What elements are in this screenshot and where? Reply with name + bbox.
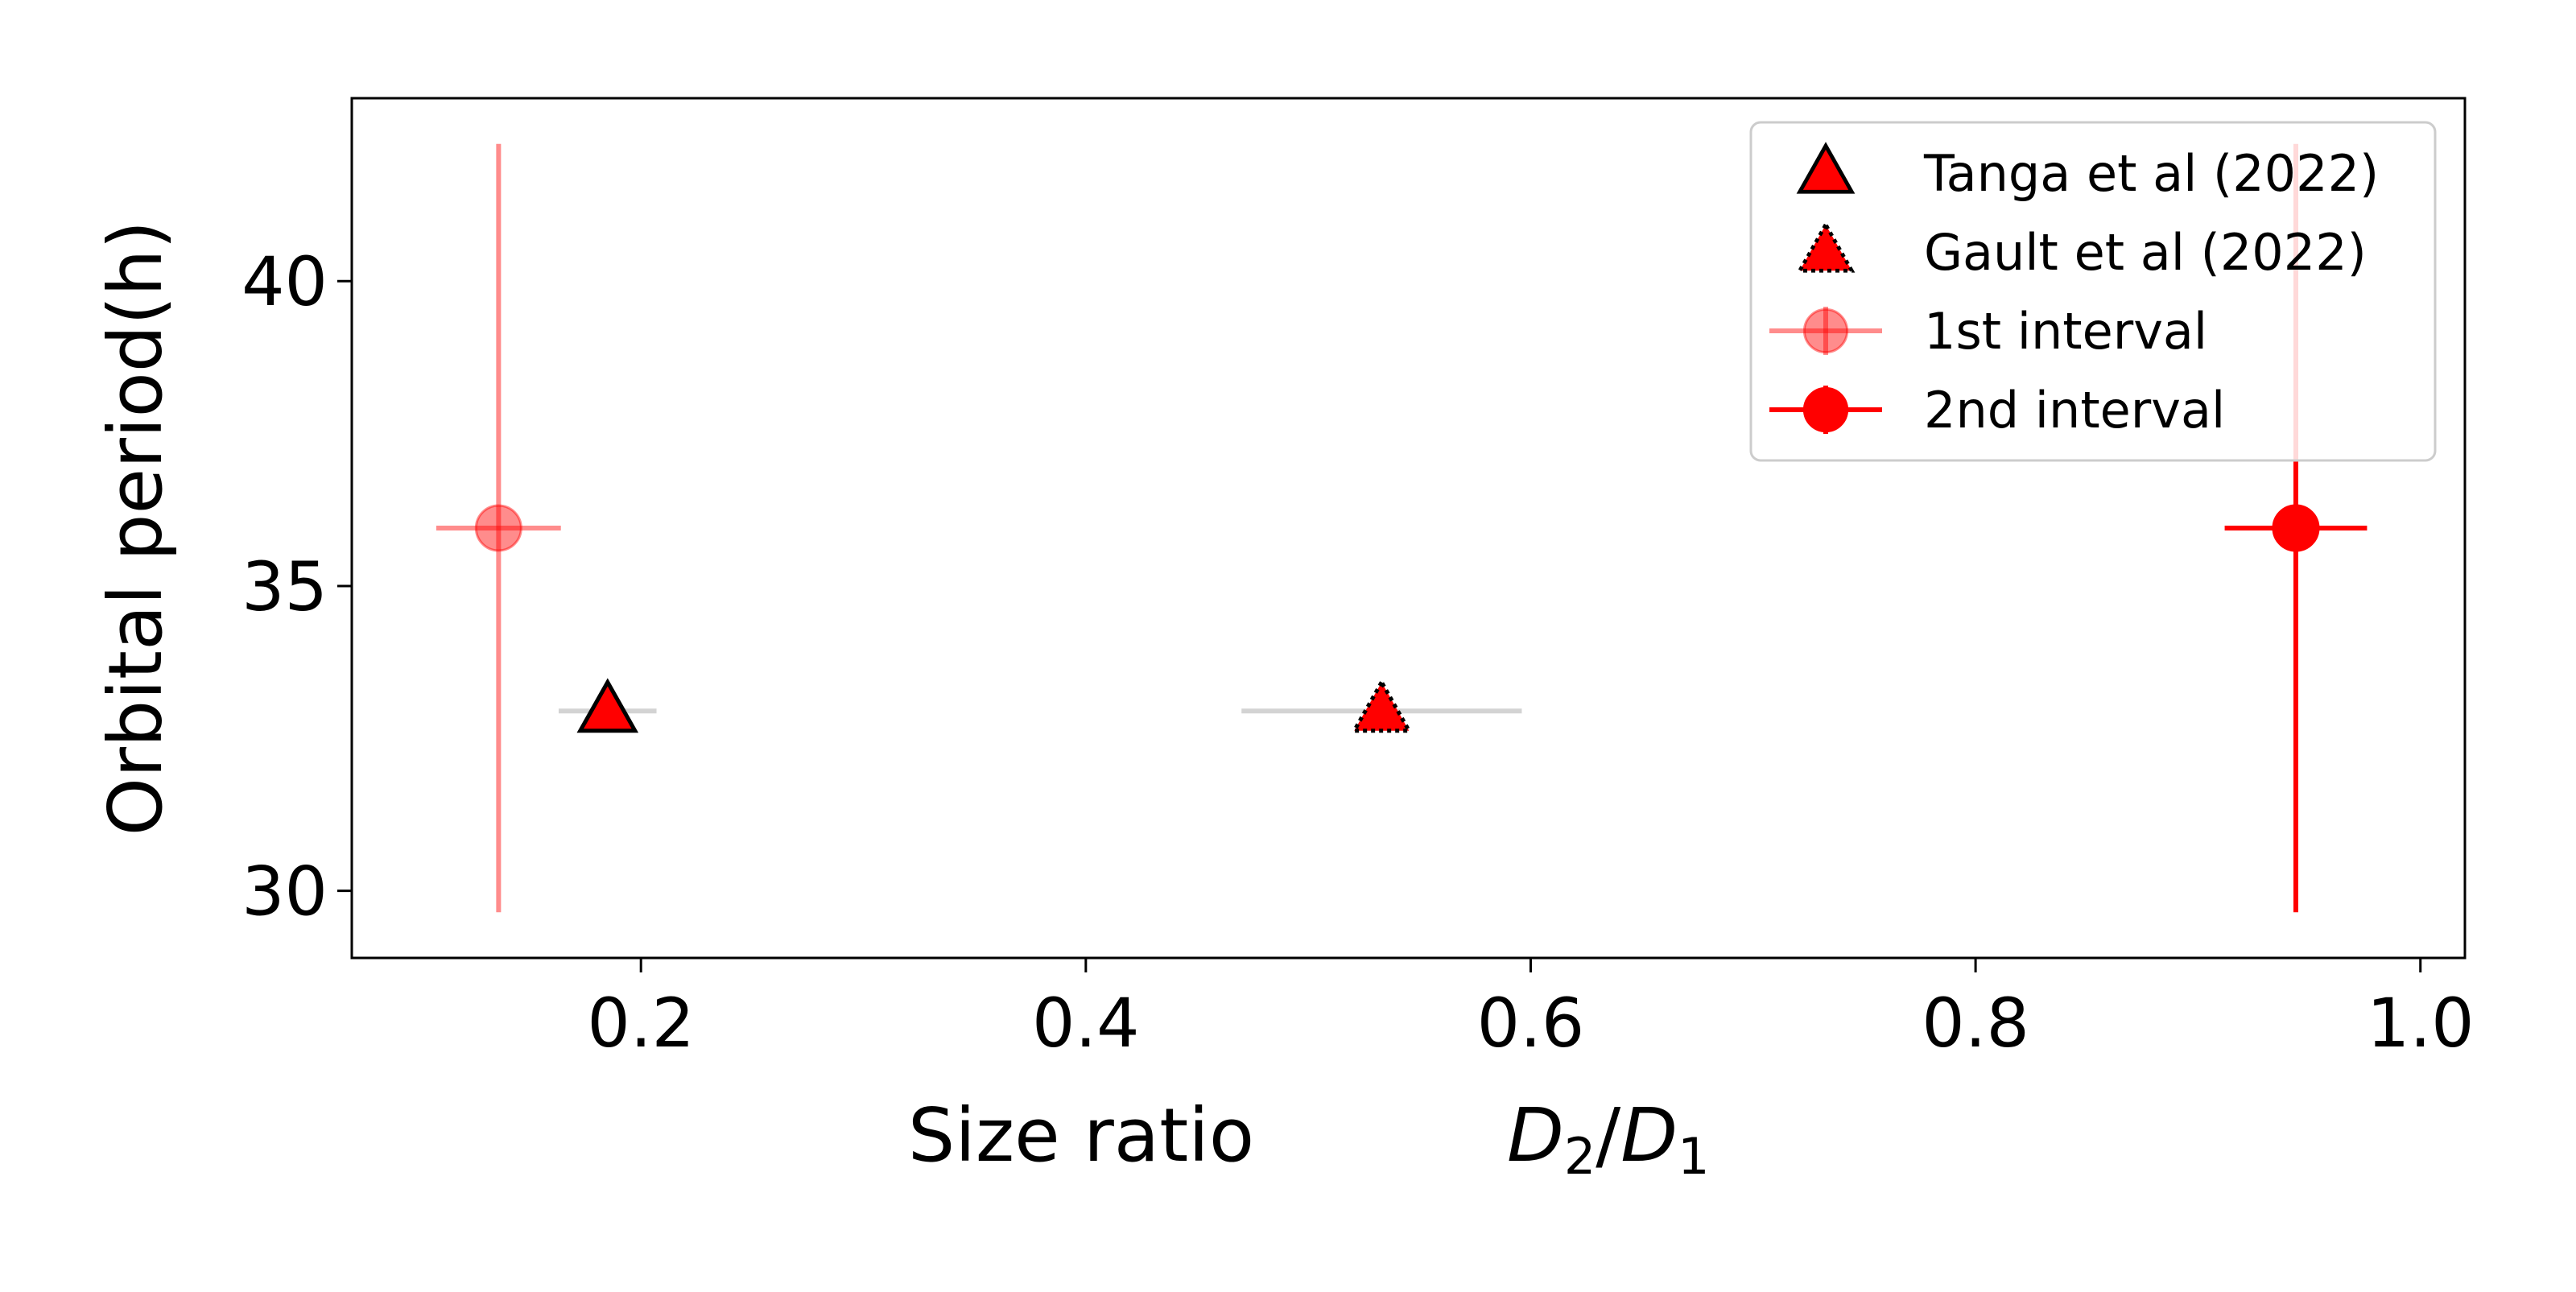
legend-box bbox=[1749, 121, 2437, 462]
y-tick-label: 30 bbox=[242, 852, 328, 931]
x-tick-label: 1.0 bbox=[2367, 984, 2475, 1063]
y-tick-label: 35 bbox=[242, 547, 328, 626]
data-point bbox=[576, 678, 639, 733]
legend-marker bbox=[1802, 308, 1849, 354]
legend-marker bbox=[1802, 386, 1849, 433]
data-point bbox=[474, 504, 522, 552]
y-tick-label: 40 bbox=[242, 242, 328, 321]
x-tick-label: 0.6 bbox=[1477, 984, 1585, 1063]
data-point bbox=[1351, 678, 1413, 733]
legend-label: 2nd interval bbox=[1924, 381, 2225, 440]
x-axis-label-math: D2/D1 bbox=[1507, 1092, 1710, 1186]
legend-marker bbox=[1796, 142, 1856, 194]
legend-label: 1st interval bbox=[1924, 302, 2207, 361]
legend-marker bbox=[1796, 221, 1856, 273]
x-tick-label: 0.4 bbox=[1032, 984, 1140, 1063]
x-tick-label: 0.2 bbox=[587, 984, 695, 1063]
x-tick-label: 0.8 bbox=[1922, 984, 2029, 1063]
legend: Tanga et al (2022) Gault et al (2022) 1st … bbox=[1749, 121, 2437, 462]
y-axis-label: Orbital period(h) bbox=[93, 221, 179, 836]
data-point bbox=[2272, 504, 2320, 552]
plot-frame bbox=[350, 97, 2467, 960]
legend-label: Gault et al (2022) bbox=[1924, 223, 2367, 282]
legend-label: Tanga et al (2022) bbox=[1923, 144, 2379, 203]
x-axis-label: Size ratio bbox=[908, 1092, 1254, 1178]
